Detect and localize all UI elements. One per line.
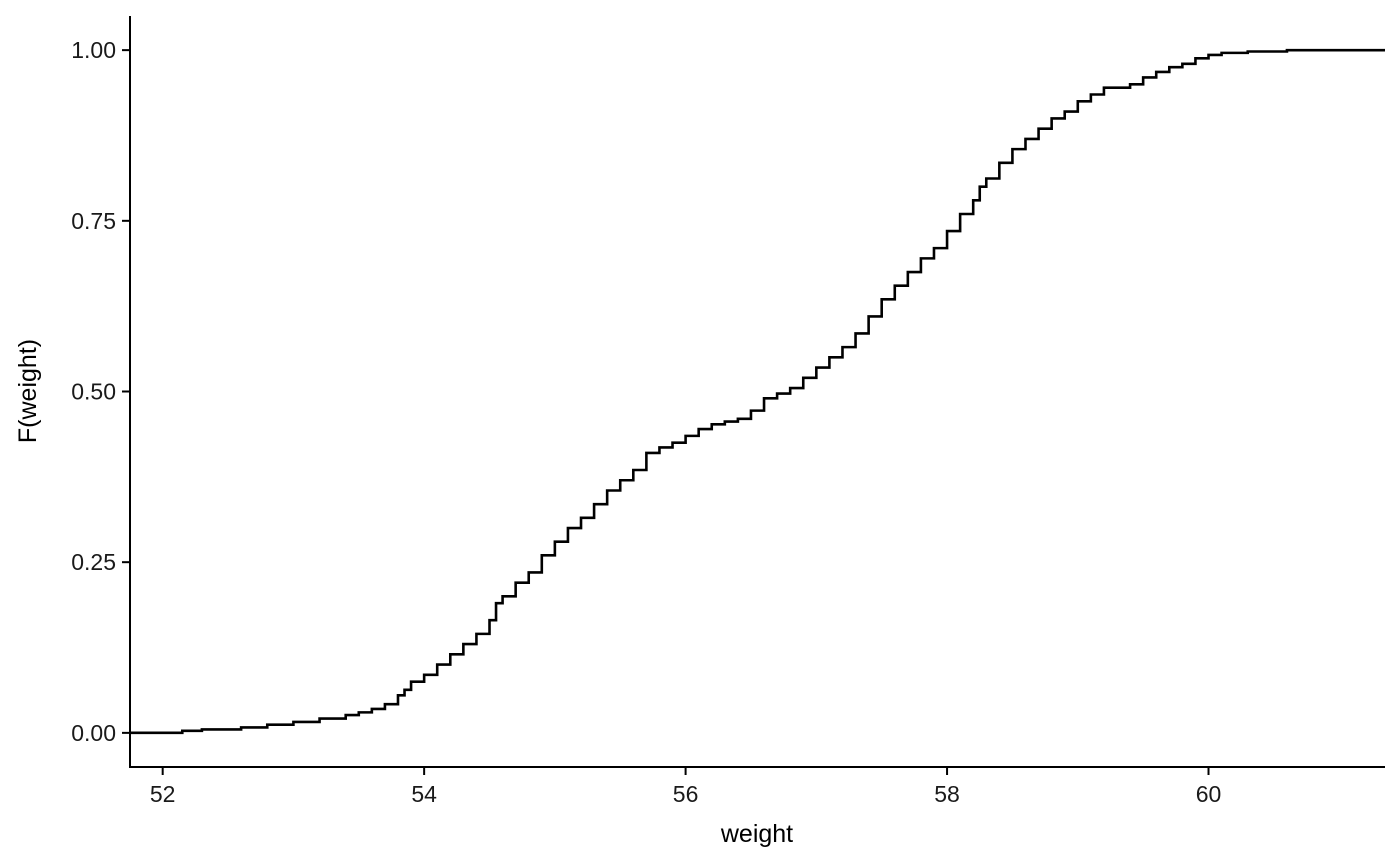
y-tick-label: 0.50 [71,379,116,405]
y-tick-label: 0.25 [71,549,116,575]
axes [129,16,1385,768]
y-tick-label: 1.00 [71,37,116,63]
plot-area [130,48,1385,735]
x-tick-label: 56 [673,781,699,807]
ecdf-series-line [130,48,1385,735]
x-tick-label: 54 [411,781,437,807]
x-tick-label: 52 [150,781,176,807]
x-axis-title: weight [720,820,793,848]
x-tick-label: 58 [934,781,960,807]
y-axis-title: F(weight) [14,339,42,443]
tick-group: 0.00 0.25 0.50 0.75 1.00 52 54 56 58 60 [71,37,1221,807]
x-tick-label: 60 [1196,781,1222,807]
y-tick-label: 0.75 [71,208,116,234]
y-tick-label: 0.00 [71,720,116,746]
